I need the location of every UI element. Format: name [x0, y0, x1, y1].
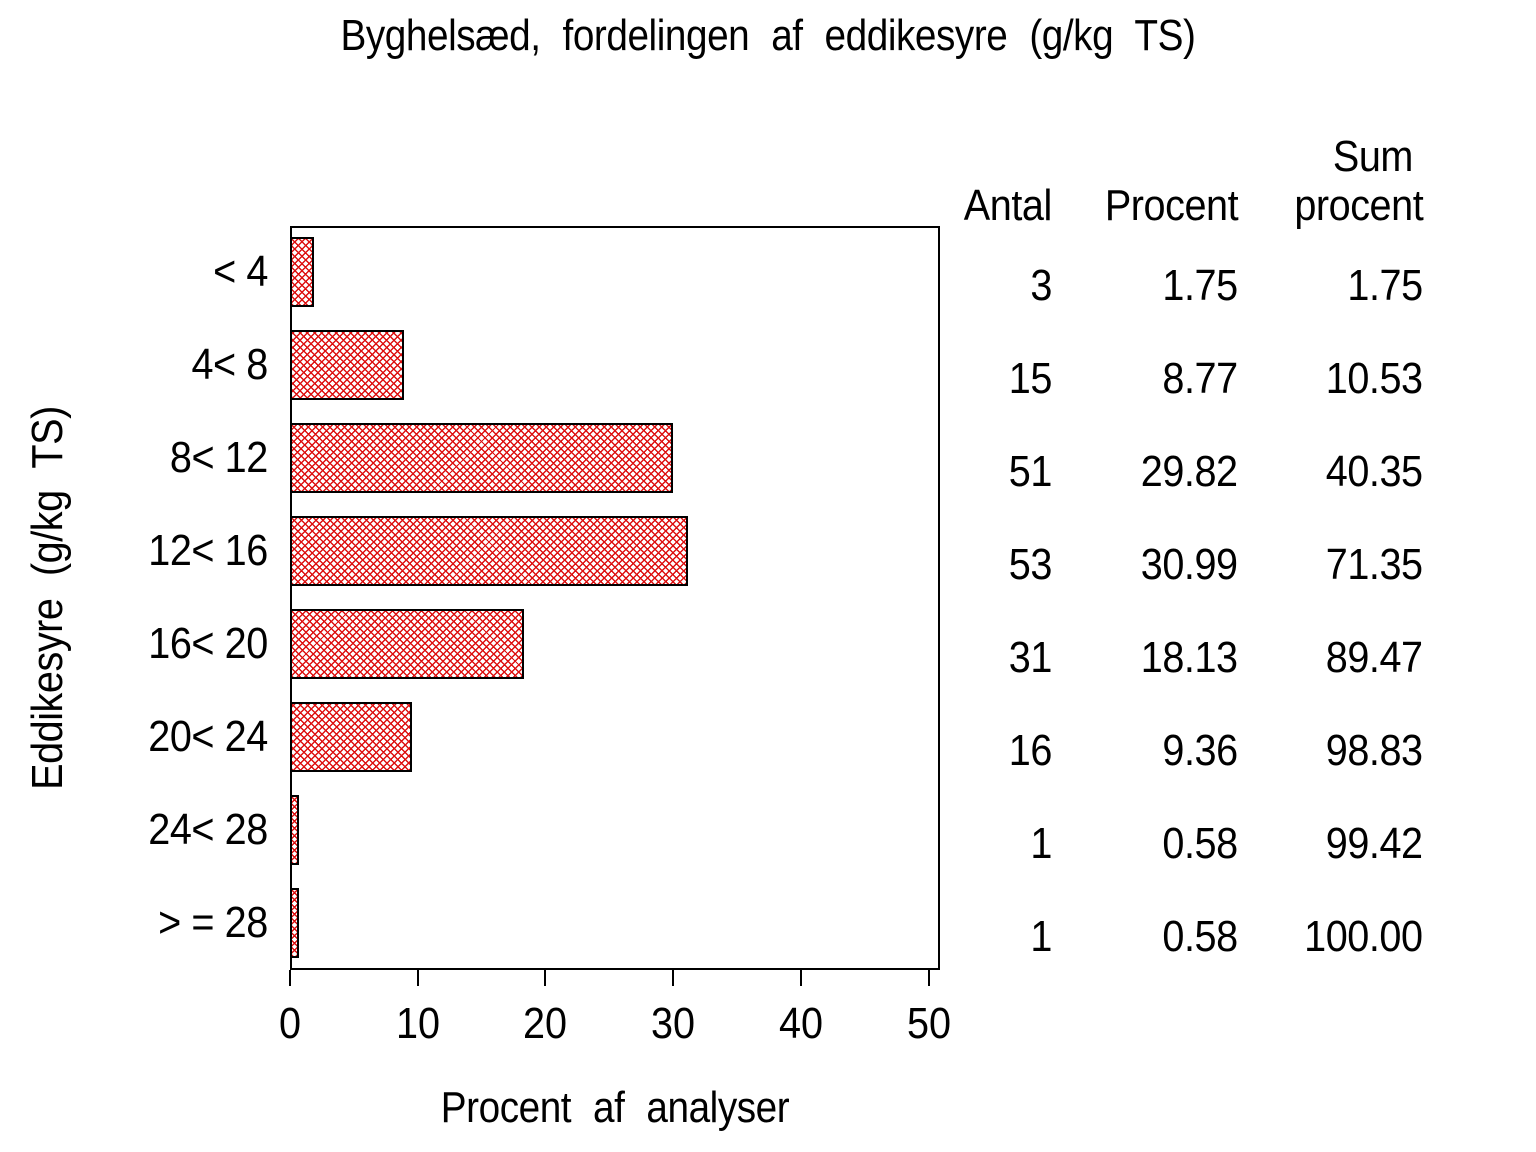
table-cell: 18.13	[1141, 633, 1238, 682]
bar	[290, 888, 299, 958]
y-category-label: > = 28	[158, 898, 268, 947]
x-tick-label: 50	[906, 999, 952, 1048]
table-cell: 53	[1008, 540, 1053, 589]
y-axis-title: Eddikesyre (g/kg TS)	[23, 406, 72, 790]
bar	[290, 795, 299, 865]
chart-title: Byghelsæd, fordelingen af eddikesyre (g/…	[340, 11, 1196, 60]
x-tick-label: 10	[395, 999, 441, 1048]
table-cell: 100.00	[1304, 912, 1424, 961]
y-category-label: 4< 8	[191, 340, 269, 389]
table-cell: 16	[1008, 726, 1053, 775]
x-tick-label: 0	[278, 999, 302, 1048]
x-axis-title: Procent af analyser	[440, 1083, 790, 1132]
bar	[290, 609, 524, 679]
table-cell: 1.75	[1162, 261, 1239, 310]
table-cell: 1	[1030, 819, 1052, 868]
table-cell: 15	[1008, 354, 1053, 403]
y-category-label: < 4	[213, 247, 268, 296]
x-tick-mark	[417, 970, 419, 986]
x-tick-mark	[544, 970, 546, 986]
table-cell: 89.47	[1326, 633, 1423, 682]
bar	[290, 423, 673, 493]
table-cell: 0.58	[1162, 912, 1239, 961]
col-header-procent: Procent	[1104, 181, 1239, 230]
table-cell: 1.75	[1347, 261, 1424, 310]
table-cell: 51	[1008, 447, 1053, 496]
table-cell: 98.83	[1326, 726, 1423, 775]
table-cell: 9.36	[1162, 726, 1239, 775]
bar	[290, 237, 314, 307]
x-tick-mark	[672, 970, 674, 986]
col-header-sum-line1: Sum	[1332, 132, 1414, 181]
table-cell: 29.82	[1141, 447, 1238, 496]
bar	[290, 330, 404, 400]
y-category-label: 8< 12	[170, 433, 268, 482]
y-category-label: 12< 16	[148, 526, 268, 575]
y-category-label: 16< 20	[148, 619, 268, 668]
table-cell: 31	[1008, 633, 1053, 682]
x-tick-label: 20	[522, 999, 568, 1048]
x-tick-mark	[928, 970, 930, 986]
table-cell: 99.42	[1326, 819, 1423, 868]
table-cell: 10.53	[1326, 354, 1423, 403]
bar	[290, 516, 688, 586]
table-cell: 40.35	[1326, 447, 1423, 496]
y-category-label: 20< 24	[148, 712, 268, 761]
col-header-sum-line2: procent	[1294, 181, 1423, 230]
col-header-antal: Antal	[963, 181, 1052, 230]
table-cell: 0.58	[1162, 819, 1239, 868]
table-cell: 30.99	[1141, 540, 1238, 589]
table-cell: 71.35	[1326, 540, 1423, 589]
x-tick-mark	[800, 970, 802, 986]
y-category-label: 24< 28	[148, 805, 268, 854]
x-tick-label: 40	[778, 999, 824, 1048]
x-tick-label: 30	[650, 999, 696, 1048]
table-cell: 1	[1030, 912, 1052, 961]
x-tick-mark	[289, 970, 291, 986]
table-cell: 8.77	[1162, 354, 1239, 403]
bar	[290, 702, 412, 772]
table-cell: 3	[1030, 261, 1052, 310]
